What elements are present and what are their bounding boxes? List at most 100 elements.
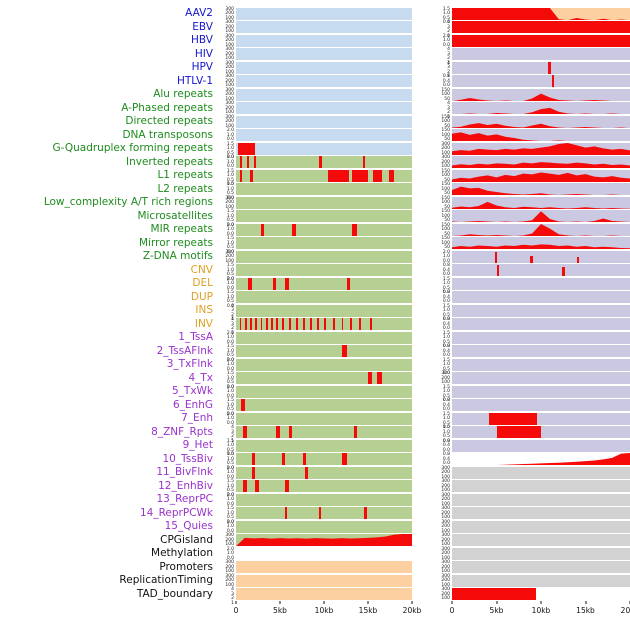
left-y-axis-ticks: 2.0 1.0 0.0 bbox=[218, 129, 236, 142]
x-tick-label: 20kb bbox=[620, 606, 630, 615]
y-tick-label: 100 bbox=[225, 582, 234, 588]
track-row: 3_TxFlnk 2.0 1.0 0.0 1.5 1.0 0.5 0.0 bbox=[0, 358, 630, 376]
track-row: INS 4 3 2 1 1.5 1.0 0.5 0.0 bbox=[0, 304, 630, 322]
y-tick-label: 1.0 bbox=[226, 510, 234, 516]
y-tick-label: 0.4 bbox=[442, 348, 450, 354]
y-tick-label: 150 bbox=[441, 209, 450, 215]
y-tick-label: 3 bbox=[447, 51, 450, 57]
right-track-panel bbox=[452, 480, 630, 493]
track-row: 14_ReprPCWk 1.5 1.0 0.5 0.0 300 200 100 bbox=[0, 506, 630, 524]
y-tick-label: 50 bbox=[444, 231, 450, 237]
right-track-panel bbox=[452, 250, 630, 263]
right-track-panel bbox=[452, 48, 630, 61]
y-tick-label: 200 bbox=[225, 578, 234, 584]
y-tick-label: 200 bbox=[225, 200, 234, 206]
right-track-panel bbox=[452, 156, 630, 169]
right-y-axis-ticks: 1.5 1.0 0.5 0.0 bbox=[434, 7, 452, 25]
right-track-panel bbox=[452, 196, 630, 209]
row-label: 5_TxWk bbox=[171, 385, 213, 397]
y-tick-label: 300 bbox=[441, 141, 450, 147]
y-tick-label: 1.5 bbox=[226, 506, 234, 512]
track-area bbox=[452, 223, 630, 236]
left-track-panel bbox=[236, 507, 412, 520]
y-tick-label: 200 bbox=[225, 564, 234, 570]
left-y-axis-ticks: 300 200 100 bbox=[218, 61, 236, 74]
track-row: AAV2 300 200 100 1.5 1.0 0.5 0.0 bbox=[0, 7, 630, 25]
right-y-axis-ticks: 2.0 1.0 0.0 bbox=[434, 34, 452, 47]
left-y-axis-ticks: 1.5 1.0 0.5 0.0 bbox=[218, 183, 236, 201]
track-area bbox=[452, 453, 630, 466]
track-row: 13_ReprPC 2.0 1.0 0.0 300 200 100 bbox=[0, 493, 630, 507]
right-y-axis-ticks: 300 200 100 bbox=[434, 574, 452, 587]
left-y-axis-ticks: 300 200 100 bbox=[218, 75, 236, 88]
track-bar bbox=[373, 169, 383, 182]
track-bar bbox=[244, 318, 247, 331]
y-tick-label: 150 bbox=[441, 87, 450, 93]
left-y-axis-ticks: 300 200 100 bbox=[218, 21, 236, 34]
track-bar bbox=[318, 507, 321, 520]
y-tick-label: 1.5 bbox=[226, 371, 234, 377]
y-tick-label: 0.0 bbox=[226, 285, 234, 291]
left-y-axis-ticks: 1.5 1.0 0.5 0.0 bbox=[218, 291, 236, 309]
y-tick-label: 2.0 bbox=[226, 411, 234, 417]
y-tick-label: 0.5 bbox=[226, 447, 234, 453]
y-tick-label: 50 bbox=[444, 191, 450, 197]
right-track-panel bbox=[452, 183, 630, 196]
right-track-panel bbox=[452, 412, 630, 425]
row-label: DEL bbox=[192, 277, 213, 289]
y-tick-label: 0.0 bbox=[442, 447, 450, 453]
y-tick-label: 0.0 bbox=[442, 461, 450, 467]
track-bar bbox=[369, 318, 372, 331]
y-tick-label: 1.5 bbox=[226, 141, 234, 147]
y-tick-label: 200 bbox=[441, 470, 450, 476]
track-row: L2 repeats 1.5 1.0 0.5 0.0 150 100 50 bbox=[0, 183, 630, 201]
x-tick-mark bbox=[367, 601, 369, 604]
y-tick-label: 0.0 bbox=[442, 398, 450, 404]
right-track-panel bbox=[452, 574, 630, 587]
y-tick-label: 150 bbox=[441, 168, 450, 174]
left-track-panel bbox=[236, 115, 412, 128]
left-track-panel bbox=[236, 493, 412, 506]
y-tick-label: 50 bbox=[444, 177, 450, 183]
left-y-axis-ticks: 1.5 1.0 0.5 0.0 bbox=[218, 480, 236, 498]
track-bar bbox=[285, 277, 289, 290]
x-tick-label: 0 bbox=[233, 606, 239, 615]
track-row: Promoters 300 200 100 300 200 100 bbox=[0, 561, 630, 575]
y-tick-label: 1 bbox=[231, 438, 234, 444]
y-tick-label: 3 bbox=[231, 321, 234, 327]
row-label: 9_Het bbox=[182, 439, 213, 451]
right-y-axis-ticks: 300 200 100 bbox=[434, 507, 452, 520]
y-tick-label: 0.0 bbox=[442, 317, 450, 323]
y-tick-label: 200 bbox=[441, 146, 450, 152]
track-row: 15_Quies 2.0 1.0 0.0 300 200 100 bbox=[0, 520, 630, 534]
y-tick-label: 4 bbox=[447, 60, 450, 66]
right-track-panel bbox=[452, 426, 630, 439]
left-track-panel bbox=[236, 291, 412, 304]
track-bar bbox=[452, 34, 630, 47]
right-y-axis-ticks: 150 100 50 bbox=[434, 115, 452, 128]
left-y-axis-ticks: 1.5 1.0 0.5 0.0 bbox=[218, 345, 236, 363]
row-label: Promoters bbox=[159, 560, 213, 573]
right-track-panel bbox=[452, 588, 630, 601]
y-tick-label: 1.0 bbox=[226, 146, 234, 152]
track-row: HPV 300 200 100 4 3 2 1 bbox=[0, 60, 630, 79]
y-tick-label: 1.5 bbox=[226, 452, 234, 458]
left-y-axis-ticks: 1.5 1.0 0.5 0.0 bbox=[218, 209, 236, 228]
y-tick-label: 1.0 bbox=[226, 213, 234, 219]
track-bar bbox=[496, 265, 500, 277]
right-track-panel bbox=[452, 169, 630, 182]
y-tick-label: 0.5 bbox=[442, 285, 450, 291]
right-y-axis-ticks: 150 100 50 bbox=[434, 237, 452, 250]
y-tick-label: 1.5 bbox=[226, 209, 234, 215]
y-tick-label: 0.5 bbox=[226, 177, 234, 183]
y-tick-label: 300 bbox=[225, 195, 234, 201]
left-track-panel bbox=[236, 385, 412, 398]
row-label: Mirror repeats bbox=[139, 236, 213, 249]
row-label: CNV bbox=[190, 263, 213, 276]
left-track-panel bbox=[236, 412, 412, 425]
track-bar bbox=[239, 318, 242, 331]
y-tick-label: 0.5 bbox=[442, 312, 450, 318]
